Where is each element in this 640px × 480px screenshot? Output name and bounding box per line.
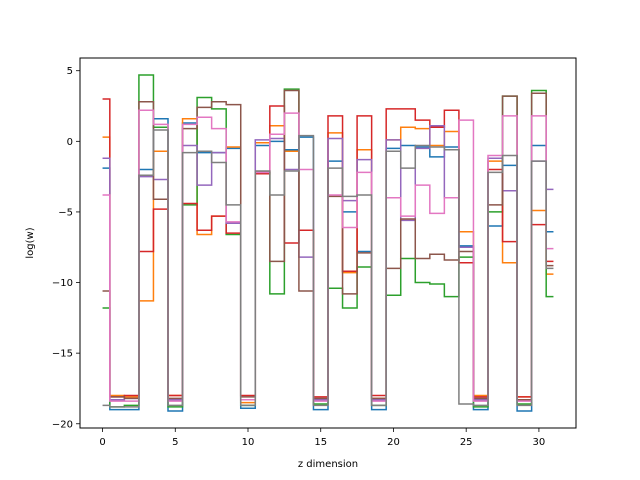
x-axis: 0 5 10 15 20 25 30 bbox=[99, 428, 545, 448]
x-tick-label: 0 bbox=[99, 437, 105, 448]
plot-area bbox=[79, 57, 577, 429]
x-tick-label: 5 bbox=[172, 437, 178, 448]
x-tick-label: 10 bbox=[242, 437, 255, 448]
x-tick-label: 30 bbox=[533, 437, 546, 448]
x-tick-label: 20 bbox=[387, 437, 400, 448]
y-tick-label: 0 bbox=[67, 137, 73, 148]
y-tick-label: 5 bbox=[67, 66, 73, 77]
y-axis: 5 0 −5 −10 −15 −20 bbox=[52, 66, 80, 430]
x-tick-label: 25 bbox=[460, 437, 473, 448]
x-axis-label: z dimension bbox=[298, 459, 358, 470]
y-axis-label: log(w) bbox=[25, 227, 36, 258]
series-layer bbox=[102, 74, 554, 412]
series-line-8 bbox=[102, 129, 554, 408]
x-tick-label: 15 bbox=[314, 437, 327, 448]
plot-frame bbox=[79, 57, 577, 429]
y-tick-label: −5 bbox=[58, 207, 73, 218]
y-tick-label: −15 bbox=[52, 349, 73, 360]
y-tick-label: −10 bbox=[52, 278, 73, 289]
y-tick-label: −20 bbox=[52, 419, 73, 430]
